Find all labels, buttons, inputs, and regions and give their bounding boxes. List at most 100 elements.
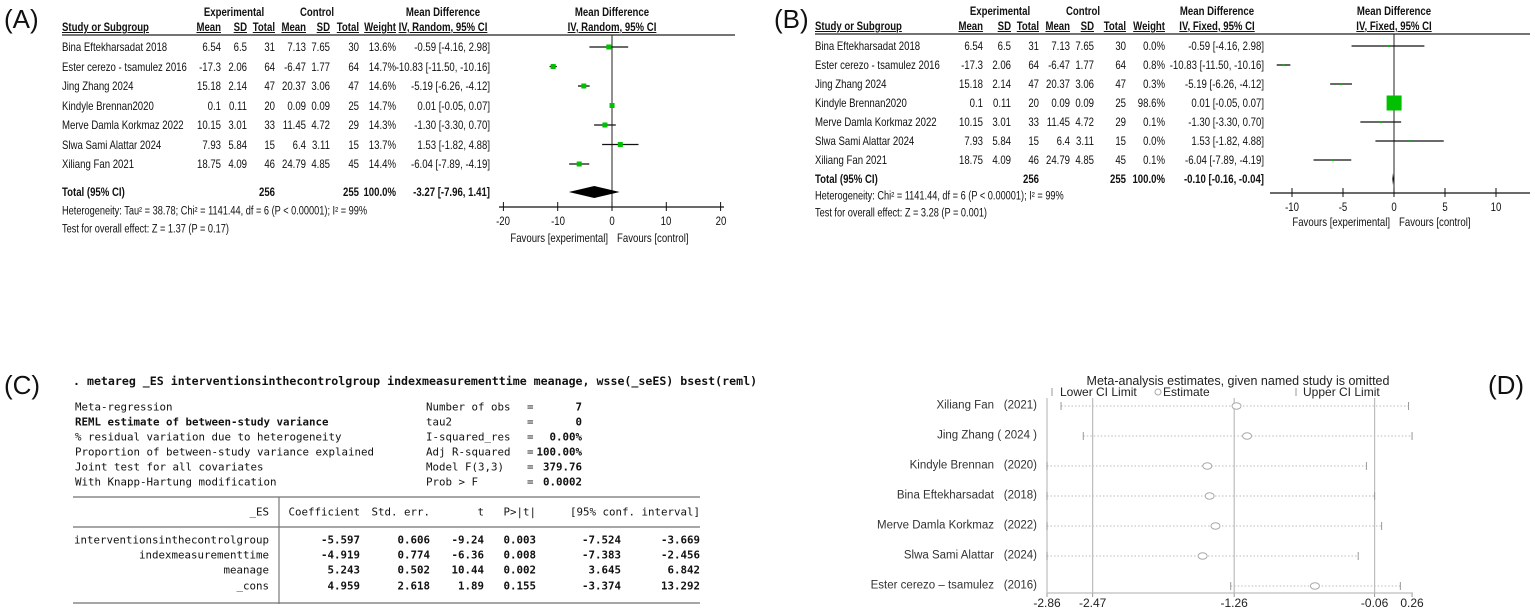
header-experimental: Experimental [969,4,1031,18]
effect-square [602,122,608,128]
study-name: Kindyle Brennan2020 [815,96,907,110]
x-tick-label: 0.26 [1400,596,1424,610]
header-mean-difference: Mean Difference [405,5,481,19]
estimate-marker [1197,552,1208,560]
study-name: Ester cerezo - tsamulez 2016 [62,59,187,74]
table-value: 2.618 [397,579,430,593]
table-cell: 6.4 [1056,134,1070,148]
statistic-label: Adj R-squared [426,445,511,459]
study-name: Ester cerezo - tsamulez 2016 [815,58,940,72]
header-study: Study or Subgroup [815,19,902,33]
table-cell: 47 [1115,77,1126,91]
header-column: Total [336,20,359,34]
effect-square [1379,121,1382,123]
table-cell: 10.15 [958,115,983,129]
summary-label: Joint test for all covariates [75,460,264,474]
header-column: SD [316,20,330,34]
table-cell: 31 [1028,39,1039,53]
favours-control-label: Favours [control] [617,231,689,245]
table-cell: 14.4% [368,157,396,171]
table-cell: 4.85 [1075,153,1094,167]
table-cell: 0.11 [993,96,1011,110]
table-cell: 0.0% [1143,134,1165,148]
table-cell: 45 [1115,153,1126,167]
table-cell: 45 [348,157,359,171]
table-cell: 98.6% [1137,96,1165,110]
x-tick-label: 0 [1391,200,1397,214]
study-name: Xiliang Fan 2021 [815,153,888,167]
total-weight: 100.0% [363,185,396,199]
table-cell: 2.06 [228,59,247,74]
table-cell: 0.09 [311,98,330,113]
mean-difference-ci: -10.83 [-11.50, -10.16] [395,59,490,74]
estimate-marker [1204,492,1215,500]
statistic-label: Model F(3,3) [426,460,505,474]
table-cell: 6.54 [964,39,983,53]
x-tick-label: -2.86 [1033,596,1061,610]
study-label: Kindyle Brennan [909,459,994,472]
table-value: -5.597 [320,533,360,547]
x-tick-label: 10 [660,214,672,228]
legend-estimate: Estimate [1163,385,1210,399]
effect-square [1386,45,1389,47]
table-value: 1.89 [457,579,484,593]
header-mean-difference: Mean Difference [1179,4,1255,18]
study-label: Xiliang Fan [936,399,994,412]
x-tick-label: -10 [1285,200,1299,214]
table-cell: 7.13 [1051,39,1070,53]
chart-title: Meta-analysis estimates, given named stu… [1086,373,1390,388]
x-tick-label: 5 [1442,200,1448,214]
estimate-marker [1242,432,1253,440]
estimate-marker [1202,462,1213,470]
study-name: Xiliang Fan 2021 [62,157,135,171]
table-cell: 24.79 [281,157,306,171]
table-cell: 64 [264,59,275,74]
favours-experimental-label: Favours [experimental] [1292,215,1390,229]
table-cell: 47 [1028,77,1039,91]
estimate-marker [1309,582,1320,590]
x-tick-label: -2.47 [1078,596,1107,610]
effect-square [1386,95,1402,111]
header-plot-mean-difference: Mean Difference [574,5,650,19]
header-plot-method: IV, Fixed, 95% CI [1356,19,1432,33]
header-column: Mean [958,19,983,33]
table-cell: 1.77 [1075,58,1094,72]
overall-effect-text: Test for overall effect: Z = 1.37 (P = 0… [62,223,229,236]
mean-difference-ci: -6.04 [-7.89, -4.19] [411,157,490,171]
mean-difference-ci: 1.53 [-1.82, 4.88] [1191,134,1264,148]
table-cell: 7.93 [202,137,221,152]
overall-effect-text: Test for overall effect: Z = 3.28 (P = 0… [815,207,987,220]
table-value: 0.155 [503,579,536,593]
total-label: Total (95% CI) [62,185,125,199]
panel-label-a: (A) [4,4,39,34]
table-cell: 30 [348,40,359,54]
table-value: -3.374 [581,579,621,593]
study-name: Kindyle Brennan2020 [62,98,154,113]
effect-square [576,161,582,167]
table-cell: 5.84 [228,137,247,152]
table-cell: 46 [264,157,275,171]
table-cell: 2.14 [992,77,1011,91]
statistic-value: 7 [575,400,582,414]
study-year: ( 2024 ) [997,429,1037,442]
table-cell: 15 [1115,134,1126,148]
table-cell: 25 [348,98,359,113]
table-cell: 20.37 [1045,77,1070,91]
study-label: Bina Eftekharsadat [896,489,994,502]
header-experimental: Experimental [203,5,265,19]
table-cell: 0.1 [207,98,221,113]
x-tick-label: -5 [1338,200,1348,214]
table-cell: 33 [264,118,275,132]
total-experimental: 256 [258,185,275,199]
table-cell: 10.15 [196,118,221,132]
legend-lower-ci: Lower CI Limit [1060,385,1137,399]
table-cell: 14.7% [368,98,396,113]
table-cell: 7.93 [964,134,983,148]
heterogeneity-text: Heterogeneity: Tau² = 38.78; Chi² = 1141… [62,205,368,218]
header-plot-mean-difference: Mean Difference [1356,4,1432,18]
study-name: Merve Damla Korkmaz 2022 [815,115,937,129]
table-cell: 24.79 [1045,153,1070,167]
statistic-value: 379.76 [542,460,582,474]
table-value: 6.842 [667,563,700,577]
study-year: (2021) [1003,399,1037,412]
